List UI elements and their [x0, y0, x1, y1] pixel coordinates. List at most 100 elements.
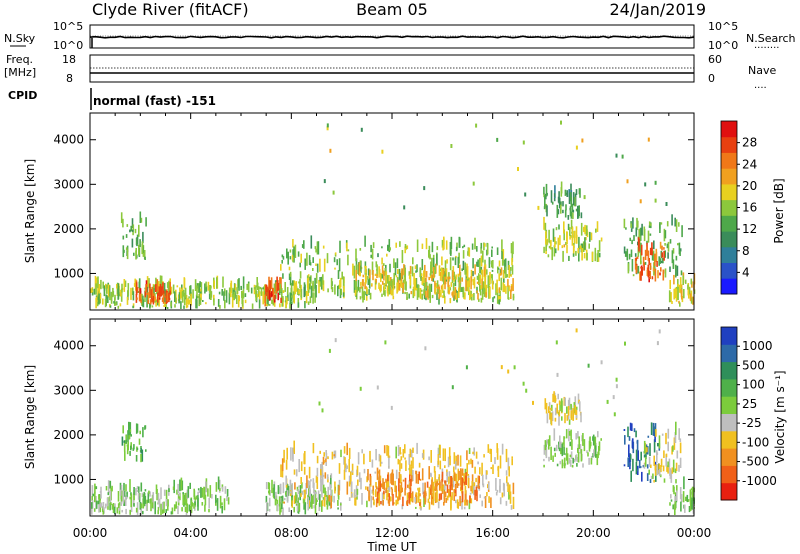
- power-cell: [153, 285, 155, 295]
- power-cell: [437, 284, 440, 289]
- power-cell: [310, 275, 312, 284]
- power-cell: [251, 303, 254, 309]
- power-cell: [181, 284, 183, 290]
- power-cell: [236, 294, 238, 304]
- velocity-cell: [154, 501, 156, 515]
- n-sky-tick-bottom: 10^0: [53, 39, 83, 52]
- power-cell: [615, 153, 618, 158]
- velocity-cell: [129, 509, 131, 515]
- velocity-cell: [656, 452, 659, 455]
- power-cell: [322, 245, 325, 249]
- velocity-cell: [125, 484, 127, 492]
- power-cell: [496, 279, 498, 293]
- velocity-cell: [113, 506, 116, 515]
- power-cell: [323, 179, 326, 184]
- velocity-cell: [496, 448, 499, 460]
- velocity-cell: [156, 489, 158, 501]
- velocity-cell: [207, 488, 209, 497]
- power-cell: [110, 292, 113, 304]
- velocity-cell: [293, 495, 296, 504]
- velocity-cell: [387, 445, 390, 458]
- velocity-cell: [304, 451, 306, 465]
- velocity-cell: [144, 489, 147, 492]
- power-cell: [307, 274, 310, 280]
- velocity-cell: [381, 492, 384, 505]
- velocity-cell: [439, 460, 442, 470]
- power-cell: [138, 293, 141, 302]
- power-cell: [432, 266, 435, 278]
- velocity-cell: [293, 469, 296, 475]
- power-cell: [359, 260, 362, 266]
- velocity-cell: [496, 489, 499, 493]
- velocity-cell: [551, 404, 553, 411]
- power-cell: [589, 231, 591, 242]
- power-cell: [178, 299, 180, 304]
- velocity-cell: [317, 490, 320, 500]
- velocity-cell: [379, 475, 382, 481]
- velocity-cell: [652, 422, 655, 436]
- velocity-cell: [465, 490, 467, 503]
- power-cell: [338, 284, 340, 290]
- power-cell: [688, 294, 690, 299]
- power-cell: [552, 228, 555, 242]
- velocity-cell: [667, 465, 669, 474]
- velocity-cell: [402, 496, 404, 507]
- velocity-cell: [91, 500, 94, 509]
- velocity-cell: [271, 479, 273, 494]
- velocity-cell: [208, 508, 210, 513]
- velocity-cell: [575, 328, 578, 333]
- power-cell: [568, 192, 571, 204]
- power-cell: [672, 248, 675, 254]
- power-cell: [598, 240, 601, 252]
- power-cell: [553, 193, 556, 198]
- power-cell: [399, 241, 401, 247]
- velocity-cell: [399, 447, 401, 455]
- velocity-cell: [168, 488, 170, 492]
- power-cell: [639, 199, 642, 204]
- velocity-cell: [654, 464, 657, 476]
- velocity-cell: [186, 489, 189, 499]
- velocity-cell: [315, 498, 317, 505]
- velocity-cell: [623, 464, 626, 467]
- power-cell: [549, 245, 552, 250]
- velocity-cell: [282, 507, 284, 516]
- velocity-cell: [615, 377, 618, 382]
- velocity-cell: [380, 461, 383, 464]
- power-cell: [497, 266, 499, 274]
- power-cell: [678, 242, 681, 255]
- velocity-cell: [399, 474, 402, 484]
- velocity-cell: [573, 402, 576, 414]
- velocity-cell: [346, 465, 348, 469]
- power-cell: [634, 258, 637, 270]
- velocity-cell: [287, 485, 290, 496]
- velocity-cell: [182, 492, 184, 506]
- power-cell: [442, 276, 445, 282]
- velocity-cell: [309, 480, 311, 491]
- velocity-cell: [404, 488, 406, 496]
- power-cell: [423, 289, 425, 296]
- velocity-cell: [340, 503, 342, 506]
- x-axis-label: Time UT: [366, 540, 417, 554]
- velocity-cell: [428, 466, 430, 480]
- velocity-cell: [340, 502, 342, 511]
- power-cell: [512, 293, 515, 299]
- velocity-cell: [600, 438, 602, 441]
- velocity-cell: [482, 483, 485, 488]
- power-cell: [135, 237, 138, 245]
- power-cell: [642, 256, 645, 266]
- power-cell: [200, 282, 203, 295]
- velocity-cell: [668, 458, 671, 468]
- power-cell: [130, 225, 132, 232]
- velocity-cell: [157, 492, 160, 505]
- power-cell: [585, 237, 587, 241]
- power-cell: [570, 211, 573, 219]
- velocity-cell: [343, 446, 346, 454]
- power-cell: [107, 284, 110, 297]
- velocity-cell: [667, 428, 670, 439]
- power-cell: [471, 293, 473, 297]
- power-cell: [396, 258, 399, 269]
- power-cell: [431, 274, 433, 282]
- power-cell: [560, 120, 562, 125]
- power-cell: [421, 276, 424, 285]
- velocity-cell: [177, 506, 179, 515]
